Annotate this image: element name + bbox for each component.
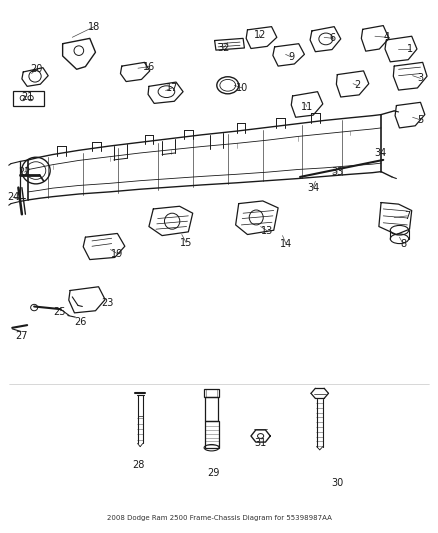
Text: 32: 32 — [217, 43, 230, 53]
Text: 13: 13 — [261, 226, 273, 236]
Text: 8: 8 — [400, 239, 406, 248]
Bar — [204, 389, 219, 397]
Text: 2008 Dodge Ram 2500 Frame-Chassis Diagram for 55398987AA: 2008 Dodge Ram 2500 Frame-Chassis Diagra… — [106, 515, 332, 521]
Text: 3: 3 — [417, 74, 424, 83]
Text: 15: 15 — [180, 238, 192, 247]
Text: 33: 33 — [331, 167, 343, 176]
Text: 14: 14 — [280, 239, 292, 248]
Text: 6: 6 — [330, 34, 336, 43]
Text: 28: 28 — [132, 460, 144, 470]
Text: 20: 20 — [30, 64, 42, 74]
Text: 24: 24 — [7, 192, 19, 202]
Text: 4: 4 — [384, 33, 390, 42]
Text: 18: 18 — [88, 22, 100, 31]
Text: 10: 10 — [236, 83, 248, 93]
Text: 19: 19 — [111, 249, 124, 259]
Bar — [205, 421, 219, 448]
Text: 25: 25 — [53, 307, 65, 317]
Text: 1: 1 — [406, 44, 413, 54]
Text: 17: 17 — [166, 83, 178, 93]
Text: 23: 23 — [101, 298, 113, 308]
Text: 11: 11 — [300, 102, 313, 111]
Text: 34: 34 — [374, 148, 386, 158]
Text: 30: 30 — [331, 479, 343, 488]
Text: 29: 29 — [208, 469, 220, 478]
Text: 31: 31 — [254, 439, 267, 448]
Text: 7: 7 — [404, 211, 410, 221]
Text: 2: 2 — [354, 80, 360, 90]
Text: 27: 27 — [15, 331, 27, 341]
Text: 22: 22 — [18, 167, 30, 177]
Text: 16: 16 — [143, 62, 155, 71]
Text: 34: 34 — [307, 183, 319, 192]
Bar — [13, 91, 44, 106]
Text: 5: 5 — [417, 115, 424, 125]
Bar — [205, 397, 218, 421]
Text: 9: 9 — [288, 52, 294, 62]
Text: 21: 21 — [21, 92, 34, 102]
Text: 26: 26 — [74, 318, 86, 327]
Text: 12: 12 — [254, 30, 266, 39]
